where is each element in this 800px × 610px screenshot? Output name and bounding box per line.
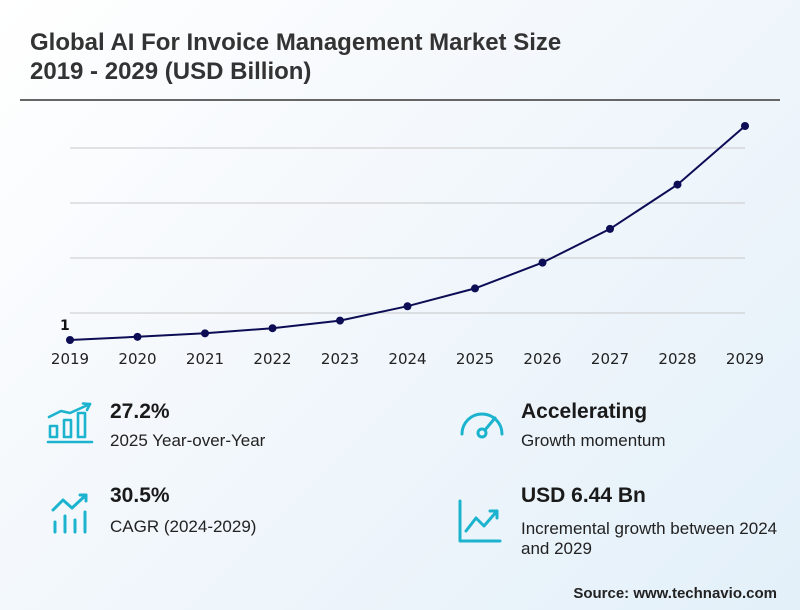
- grid-lines: [70, 147, 745, 314]
- chart-title-line-2: 2019 - 2029 (USD Billion): [30, 58, 312, 85]
- bar-chart-up-icon: [46, 402, 94, 444]
- data-labels: 1: [60, 318, 70, 334]
- data-point-2024: [403, 302, 412, 311]
- data-point-2023: [336, 316, 344, 325]
- data-label: 1: [60, 318, 70, 334]
- kpi-label: Growth momentum: [521, 431, 666, 450]
- kpi-label: CAGR (2024-2029): [110, 517, 257, 536]
- x-axis-tick-labels: 2019 2020 2021 2022 2023 2024 2025 2026 2027 2028…: [51, 350, 764, 368]
- data-point-2021: [201, 329, 209, 338]
- data-point-2022: [268, 324, 277, 333]
- data-point-2026: [538, 258, 547, 267]
- x-tick-label: 2028: [658, 350, 696, 368]
- x-tick-label: 2025: [456, 350, 494, 368]
- source-credit: Source: www.technavio.com: [573, 585, 777, 602]
- x-tick-label: 2022: [253, 350, 291, 368]
- data-point-2028: [673, 180, 682, 189]
- data-point-2020: [133, 332, 142, 341]
- x-tick-label: 2027: [591, 350, 629, 368]
- data-point-2025: [471, 284, 479, 293]
- title-divider: [20, 99, 780, 101]
- chart-title-line-1: Global AI For Invoice Management Market …: [30, 29, 562, 56]
- data-point-2019: [66, 336, 74, 344]
- kpi-label: 2025 Year-over-Year: [110, 431, 266, 450]
- kpi-value: Accelerating: [521, 400, 648, 423]
- chart-title: Global AI For Invoice Management Market …: [30, 28, 730, 86]
- kpi-label: Incremental growth between 2024 and 2029: [521, 519, 778, 558]
- x-tick-label: 2023: [321, 350, 359, 368]
- x-tick-label: 2024: [388, 350, 426, 368]
- data-points: [66, 122, 749, 344]
- kpi-value: USD 6.44 Bn: [521, 484, 646, 507]
- kpi-value: 30.5%: [110, 484, 170, 507]
- x-tick-label: 2026: [523, 350, 561, 368]
- x-tick-label: 2021: [186, 350, 224, 368]
- line-chart-up-icon: [458, 499, 502, 543]
- kpi-value: 27.2%: [110, 400, 170, 423]
- x-tick-label: 2019: [51, 350, 89, 368]
- gauge-icon: [460, 412, 504, 439]
- growth-trend-bars-icon: [51, 493, 88, 534]
- x-tick-label: 2029: [726, 350, 764, 368]
- data-point-2027: [606, 224, 614, 233]
- x-tick-label: 2020: [118, 350, 156, 368]
- data-point-2029: [741, 122, 749, 130]
- market-size-line-chart: 2019 2020 2021 2022 2023 2024 2025 2026 2027 2028…: [51, 122, 764, 368]
